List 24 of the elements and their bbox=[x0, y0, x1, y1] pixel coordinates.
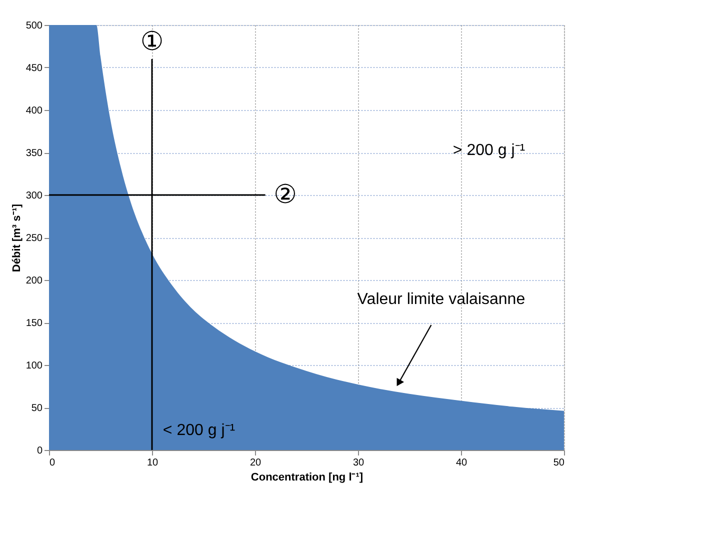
x-tick-label: 30 bbox=[352, 458, 364, 468]
annotation: Valeur limite valaisanne bbox=[357, 291, 526, 308]
y-tick-label: 450 bbox=[26, 63, 43, 74]
x-tick-label: 20 bbox=[250, 458, 262, 468]
annotation: ② bbox=[274, 180, 297, 210]
x-axis-title: Concentration [ng l⁻¹] bbox=[250, 472, 364, 484]
x-tick-label: 40 bbox=[456, 458, 468, 468]
y-tick-label: 500 bbox=[26, 20, 43, 32]
y-tick-label: 300 bbox=[26, 190, 43, 202]
y-tick-label: 50 bbox=[31, 403, 43, 414]
x-tick-label: 50 bbox=[553, 458, 565, 468]
annotation: > 200 g j⁻¹ bbox=[452, 142, 526, 159]
annotation: < 200 g j⁻¹ bbox=[162, 422, 236, 439]
y-tick-label: 400 bbox=[26, 106, 43, 116]
y-tick-label: 100 bbox=[26, 360, 43, 372]
y-axis-title: Débit [m³ s⁻¹] bbox=[10, 204, 23, 272]
y-tick-label: 350 bbox=[26, 148, 43, 159]
y-tick-label: 150 bbox=[26, 318, 43, 329]
x-tick-label: 0 bbox=[50, 458, 56, 468]
y-tick-label: 250 bbox=[26, 233, 43, 244]
y-tick-label: 200 bbox=[26, 276, 43, 286]
y-tick-label: 0 bbox=[36, 446, 43, 456]
x-tick-label: 10 bbox=[146, 458, 158, 468]
annotation: ① bbox=[140, 27, 164, 57]
